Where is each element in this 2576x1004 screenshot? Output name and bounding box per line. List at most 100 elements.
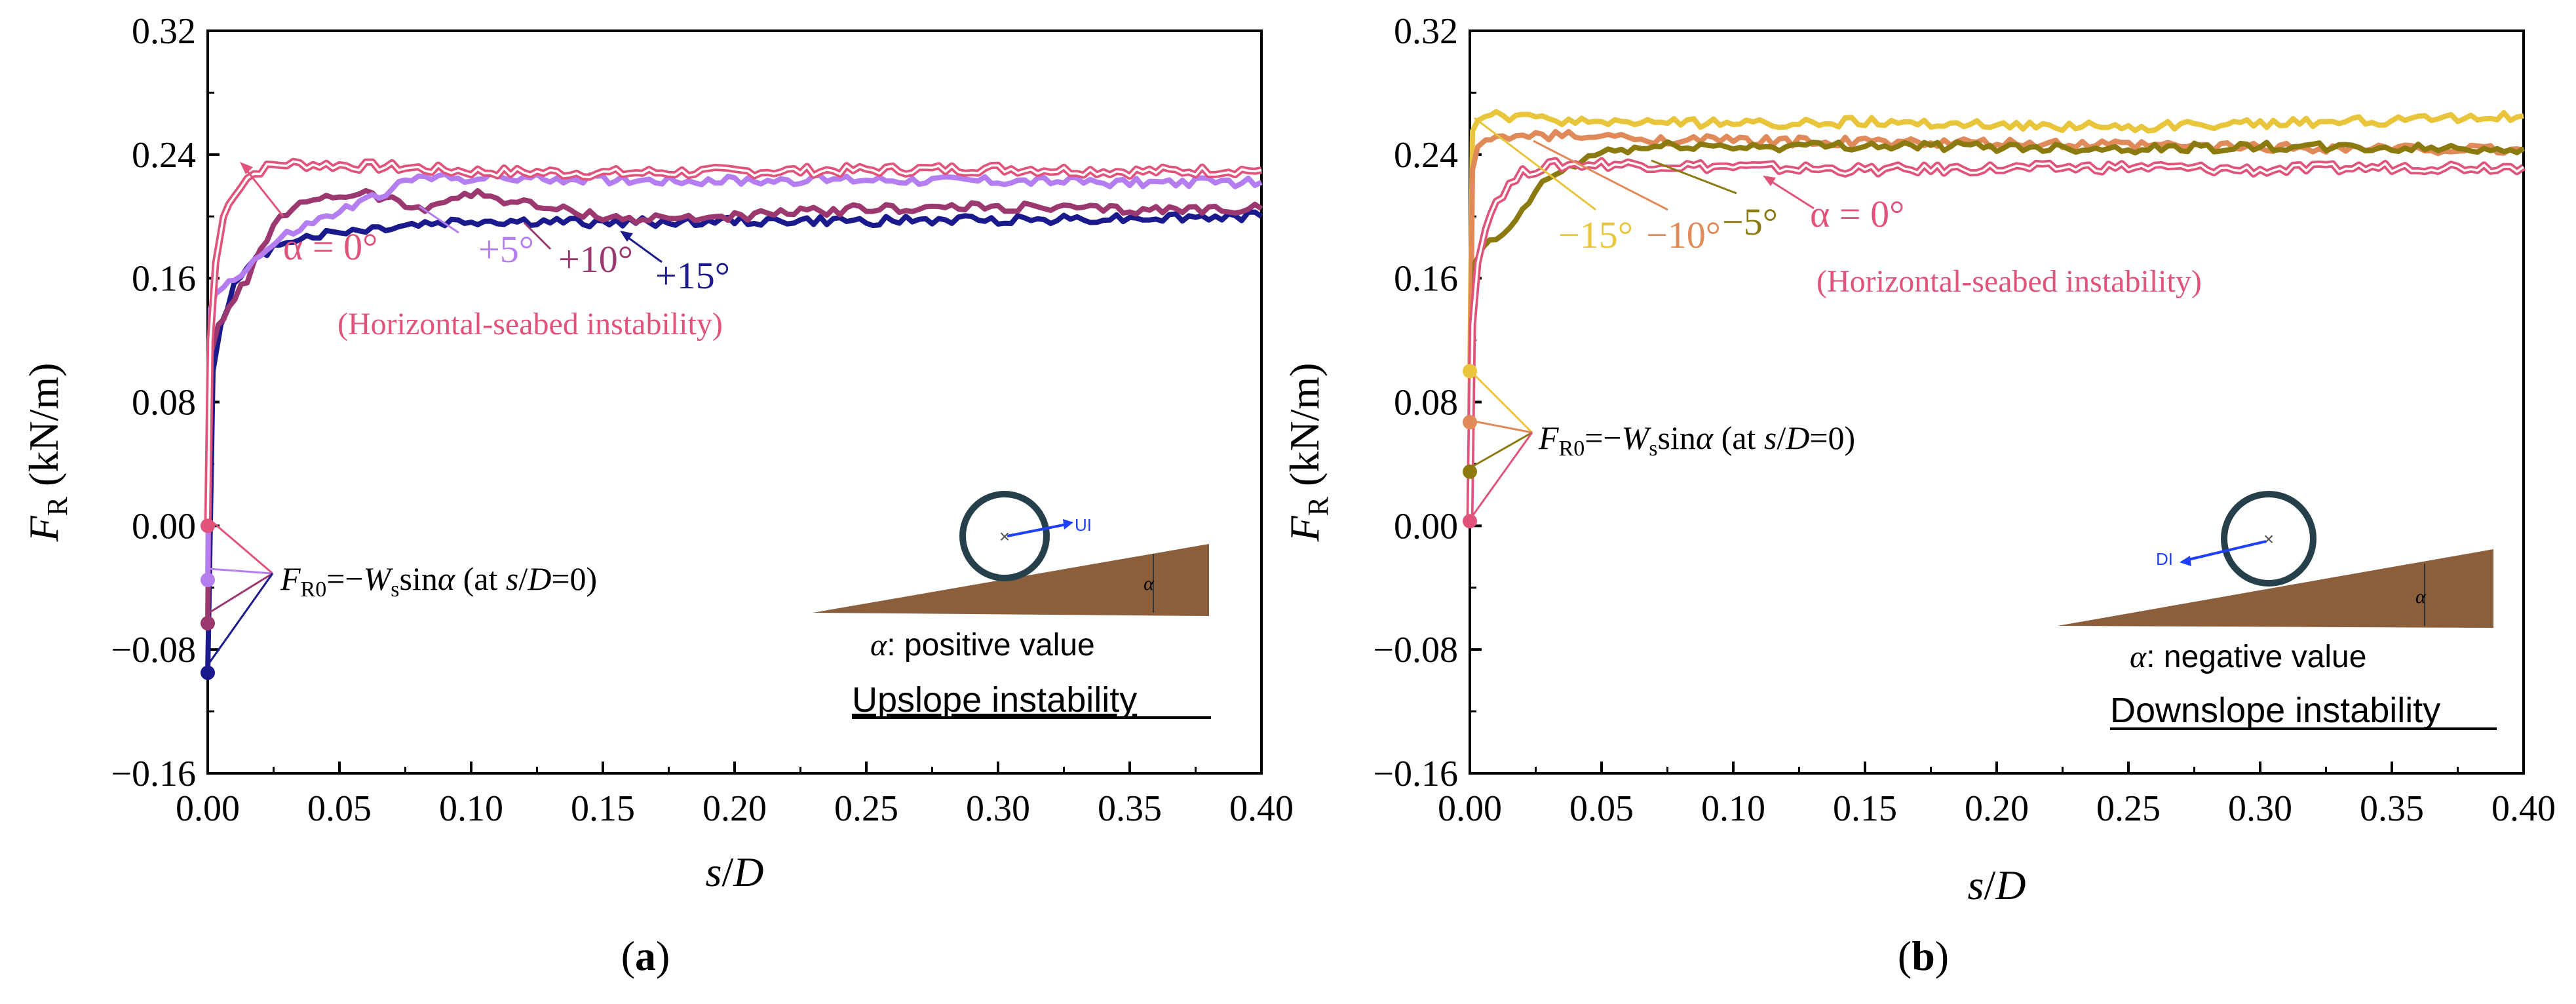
y-tick-label: 0.16 (132, 259, 196, 299)
direction-label: UI (1075, 515, 1092, 535)
label-horizontal-seabed: (Horizontal-seabed instability) (337, 307, 723, 341)
start-markers (1463, 364, 1477, 529)
x-tick-label: 0.35 (2360, 788, 2424, 829)
y-tick-label: 0.00 (132, 506, 196, 547)
start-point-marker (1463, 464, 1477, 479)
x-tick-label: 0.35 (1098, 788, 1162, 829)
label-plus10: +10° (558, 238, 633, 280)
series-line (1467, 139, 2526, 472)
inset-downslope: α × DI α: negative value Downslope insta… (2058, 491, 2497, 730)
label-plus5: +5° (478, 228, 534, 271)
panel-label-a: (a) (621, 933, 670, 979)
x-tick-label: 0.25 (2096, 788, 2161, 829)
arrow-alpha0-b (1763, 176, 1776, 186)
label-minus15: −15° (1558, 214, 1633, 256)
x-tick-label: 0.20 (702, 788, 767, 829)
y-tick-label: 0.32 (132, 11, 196, 52)
x-tick-label: 0.30 (2228, 788, 2292, 829)
direction-arrowhead (2180, 556, 2191, 566)
x-tick-label: 0.25 (834, 788, 898, 829)
direction-arrow (2185, 540, 2267, 562)
pipe-center-mark: × (2263, 529, 2274, 549)
x-tick-label: 0.00 (1438, 788, 1502, 829)
pipe-center-mark: × (999, 526, 1010, 547)
x-tick-label: 0.20 (1965, 788, 2029, 829)
label-alpha0: α = 0° (283, 225, 377, 268)
x-tick-label: 0.10 (1701, 788, 1765, 829)
start-markers (201, 518, 215, 680)
arrow-plus15 (620, 231, 633, 242)
panel-b: 0.00 0.05 0.10 0.15 0.20 0.25 0.30 0.35 0.40 −0.… (1281, 11, 2556, 979)
start-point-marker (201, 518, 215, 533)
start-point-marker (201, 616, 215, 631)
label-alpha0-b: α = 0° (1810, 193, 1904, 235)
series-group (204, 157, 1263, 673)
panel-a: 0.00 0.05 0.10 0.15 0.20 0.25 0.30 0.35 0.40 −0.… (20, 11, 1294, 979)
x-tick-label: 0.40 (2491, 788, 2556, 829)
panel-label-b: (b) (1898, 933, 1949, 979)
leader-fan (208, 518, 274, 664)
inset-title: Upslope instability (852, 680, 1137, 720)
y-tick-label: 0.24 (1394, 135, 1458, 176)
leader-alpha0-b (1769, 179, 1815, 210)
y-tick-label: −0.08 (111, 630, 196, 670)
slope-wedge (2058, 549, 2493, 628)
leader-plus5 (419, 205, 459, 234)
y-tick-label: −0.16 (111, 754, 196, 794)
direction-arrow (1007, 523, 1067, 537)
plot-frame (206, 29, 1263, 775)
leader-minus15 (1474, 117, 1596, 211)
slope-alpha-symbol: α (1144, 573, 1155, 594)
x-tick-label: 0.00 (176, 788, 240, 829)
y-tick-label: −0.08 (1373, 630, 1458, 670)
y-tick-label: 0.16 (1394, 259, 1458, 299)
start-point-marker (201, 572, 215, 587)
y-ticks: −0.16 −0.08 0.00 0.08 0.16 0.24 0.32 (1373, 11, 1482, 794)
y-tick-label: 0.24 (132, 135, 196, 176)
x-tick-label: 0.10 (439, 788, 503, 829)
start-point-marker (1463, 415, 1477, 430)
x-tick-label: 0.15 (1833, 788, 1897, 829)
series-line (1467, 109, 2524, 372)
leader-minus5 (1651, 159, 1737, 195)
inset-description: α: positive value (870, 628, 1095, 663)
inset-description: α: negative value (2130, 640, 2366, 674)
leader-alpha0 (244, 168, 284, 217)
direction-arrowhead (1063, 519, 1073, 530)
series-line-inner (1469, 159, 2525, 522)
label-horizontal-seabed-b: (Horizontal-seabed instability) (1817, 264, 2202, 299)
label-plus15: +15° (655, 254, 730, 297)
x-ticks: 0.00 0.05 0.10 0.15 0.20 0.25 0.30 0.35 0.40 (1438, 762, 2556, 829)
start-point-marker (1463, 514, 1477, 529)
x-tick-label: 0.30 (966, 788, 1030, 829)
start-point-marker (201, 665, 215, 680)
x-axis-label: s/D (1968, 862, 2026, 908)
x-tick-label: 0.15 (571, 788, 635, 829)
x-tick-label: 0.05 (1569, 788, 1634, 829)
x-tick-label: 0.40 (1229, 788, 1294, 829)
y-tick-label: 0.00 (1394, 506, 1458, 547)
y-tick-label: 0.32 (1394, 11, 1458, 52)
label-minus5: −5° (1722, 201, 1778, 243)
inset-title: Downslope instability (2110, 691, 2440, 730)
pipe-circle (959, 491, 1050, 581)
x-axis-label: s/D (706, 849, 764, 895)
y-tick-label: −0.16 (1373, 754, 1458, 794)
x-tick-label: 0.05 (307, 788, 372, 829)
y-tick-label: 0.08 (1394, 383, 1458, 423)
series-group (1466, 109, 2526, 522)
y-axis-label: FR (kN/m) (1281, 363, 1334, 543)
y-axis-label: FR (kN/m) (20, 363, 73, 543)
slope-alpha-symbol: α (2415, 586, 2427, 608)
leader-fan (1470, 370, 1533, 518)
series-line (205, 209, 1263, 673)
label-minus10: −10° (1646, 214, 1721, 256)
inset-upslope: α × UI α: positive value Upslope instabi… (813, 491, 1211, 720)
direction-label: DI (2156, 549, 2173, 569)
series-line (205, 170, 1263, 580)
pipe-circle (2221, 491, 2316, 587)
x-ticks: 0.00 0.05 0.10 0.15 0.20 0.25 0.30 0.35 0.40 (176, 762, 1294, 829)
leader-minus10 (1533, 140, 1668, 211)
formula-fr0: FR0=−Wssinα (at s/D=0) (280, 560, 597, 602)
